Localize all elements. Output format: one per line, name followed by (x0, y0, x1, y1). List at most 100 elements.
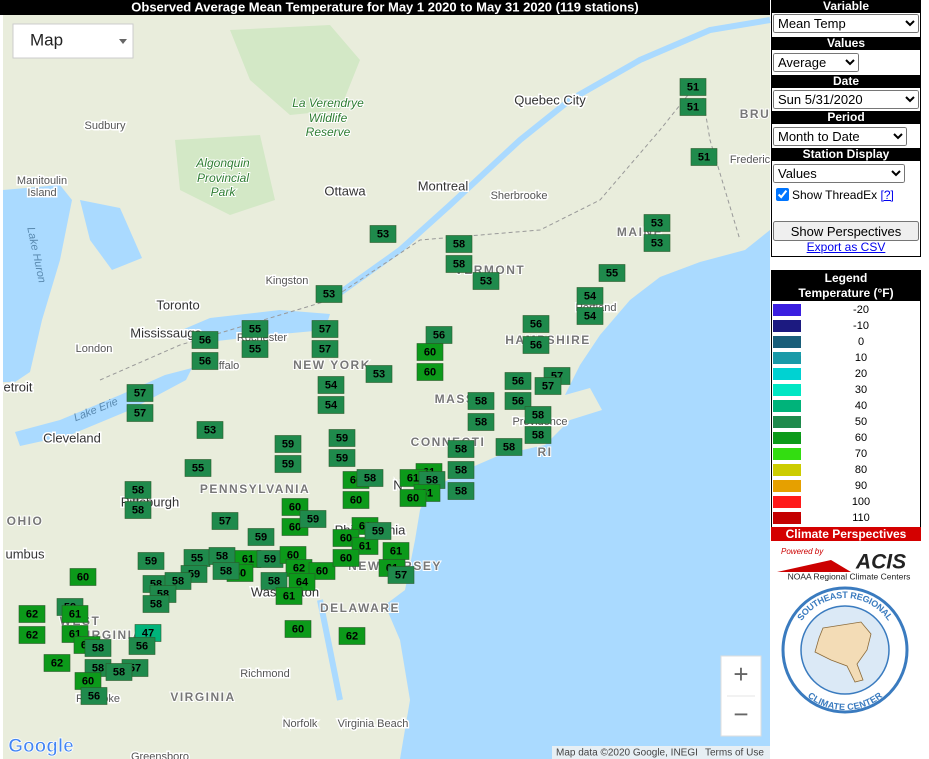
station[interactable]: 58 (467, 413, 495, 431)
station[interactable]: 58 (208, 547, 236, 565)
station[interactable]: 59 (256, 550, 284, 568)
station[interactable]: 54 (576, 307, 604, 325)
station[interactable]: 60 (416, 343, 444, 361)
station[interactable]: 64 (288, 573, 316, 591)
station[interactable]: 51 (679, 78, 707, 96)
station[interactable]: 58 (105, 663, 133, 681)
station[interactable]: 59 (274, 435, 302, 453)
station[interactable]: 60 (416, 363, 444, 381)
station[interactable]: 54 (576, 287, 604, 305)
terms-link[interactable]: Terms of Use (705, 748, 764, 759)
station[interactable]: 54 (317, 376, 345, 394)
station[interactable]: 58 (124, 481, 152, 499)
station[interactable]: 59 (328, 449, 356, 467)
station-display-select[interactable]: Values (773, 164, 905, 183)
station[interactable]: 58 (84, 639, 112, 657)
station[interactable]: 57 (387, 566, 415, 584)
show-perspectives-button[interactable]: Show Perspectives (773, 221, 919, 241)
station[interactable]: 57 (311, 340, 339, 358)
station-box (69, 568, 97, 586)
station[interactable]: 57 (126, 384, 154, 402)
station[interactable]: 56 (191, 331, 219, 349)
station[interactable]: 51 (679, 98, 707, 116)
station[interactable]: 60 (74, 672, 102, 690)
map[interactable]: Quebec City Sudbury La VerendryeWildlifeRe… (0, 0, 771, 759)
station[interactable]: 55 (241, 340, 269, 358)
station[interactable]: 60 (308, 562, 336, 580)
station[interactable]: 58 (142, 595, 170, 613)
station[interactable]: 57 (534, 377, 562, 395)
station[interactable]: 62 (18, 626, 46, 644)
station[interactable]: 61 (382, 542, 410, 560)
station[interactable]: 53 (315, 285, 343, 303)
station[interactable]: 59 (137, 552, 165, 570)
station[interactable]: 61 (234, 550, 262, 568)
station[interactable]: 58 (467, 392, 495, 410)
station[interactable]: 58 (447, 482, 475, 500)
station[interactable]: 56 (504, 392, 532, 410)
station[interactable]: 57 (311, 320, 339, 338)
station[interactable]: 58 (524, 426, 552, 444)
station[interactable]: 58 (212, 562, 240, 580)
variable-select[interactable]: Mean Temp (773, 14, 919, 33)
station[interactable]: 56 (522, 336, 550, 354)
station-box (142, 595, 170, 613)
station[interactable]: 57 (126, 404, 154, 422)
station[interactable]: 59 (328, 429, 356, 447)
station[interactable]: 62 (43, 654, 71, 672)
station[interactable]: 58 (524, 406, 552, 424)
station[interactable]: 58 (260, 572, 288, 590)
station[interactable]: 56 (504, 372, 532, 390)
climate-perspectives[interactable]: Climate Perspectives (771, 527, 921, 541)
station[interactable]: 56 (522, 315, 550, 333)
values-select[interactable]: Average (773, 53, 859, 72)
station[interactable]: 58 (356, 469, 384, 487)
station[interactable]: 58 (447, 440, 475, 458)
station[interactable]: 53 (643, 234, 671, 252)
station[interactable]: 60 (284, 620, 312, 638)
export-link[interactable]: Export as CSV (806, 240, 886, 254)
station[interactable]: 58 (495, 438, 523, 456)
legend-swatch (773, 352, 801, 364)
station[interactable]: 60 (69, 568, 97, 586)
threadex-checkbox[interactable] (776, 188, 789, 201)
station[interactable]: 61 (275, 587, 303, 605)
station[interactable]: 59 (299, 510, 327, 528)
station[interactable]: 58 (447, 461, 475, 479)
station[interactable]: 55 (183, 549, 211, 567)
station[interactable]: 53 (472, 272, 500, 290)
map-type-button[interactable] (12, 23, 134, 59)
station[interactable]: 62 (18, 605, 46, 623)
station[interactable]: 53 (643, 214, 671, 232)
station[interactable]: 53 (369, 225, 397, 243)
station[interactable]: 58 (445, 235, 473, 253)
station-box (274, 435, 302, 453)
station[interactable]: 59 (364, 522, 392, 540)
station[interactable]: 58 (445, 255, 473, 273)
station[interactable]: 59 (247, 528, 275, 546)
help-link[interactable]: [?] (880, 188, 894, 202)
station[interactable]: 59 (274, 455, 302, 473)
station[interactable]: 56 (128, 637, 156, 655)
station[interactable]: 55 (598, 264, 626, 282)
zoom-out[interactable]: − (733, 699, 748, 729)
station[interactable]: 60 (342, 491, 370, 509)
station[interactable]: 53 (196, 421, 224, 439)
station[interactable]: 60 (332, 549, 360, 567)
station[interactable]: 58 (124, 501, 152, 519)
station[interactable]: 55 (184, 459, 212, 477)
station[interactable]: 56 (425, 326, 453, 344)
station[interactable]: 53 (365, 365, 393, 383)
station[interactable]: 56 (80, 687, 108, 705)
station[interactable]: 61 (61, 605, 89, 623)
date-select[interactable]: Sun 5/31/2020 (773, 90, 919, 109)
station[interactable]: 60 (399, 489, 427, 507)
station[interactable]: 62 (338, 627, 366, 645)
station[interactable]: 56 (191, 352, 219, 370)
zoom-in[interactable]: + (733, 659, 748, 689)
station[interactable]: 55 (241, 320, 269, 338)
station[interactable]: 54 (317, 396, 345, 414)
station[interactable]: 51 (690, 148, 718, 166)
station[interactable]: 57 (211, 512, 239, 530)
period-select[interactable]: Month to Date (773, 127, 907, 146)
